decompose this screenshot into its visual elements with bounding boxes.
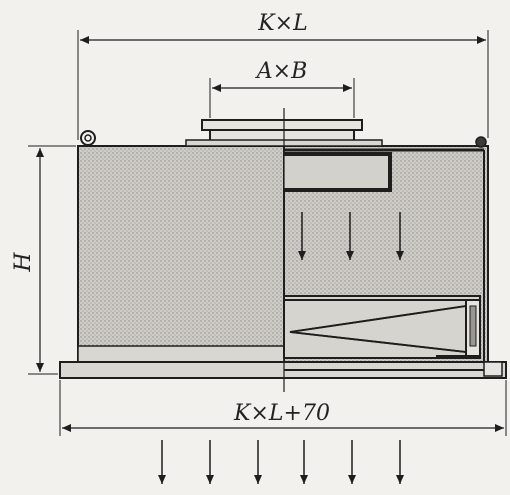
dimension-base-width: K×L+70 <box>59 380 507 436</box>
outlet-airflow-arrows <box>158 440 404 484</box>
filter-frame <box>283 295 481 359</box>
base-corner-fitting <box>483 361 503 377</box>
label-base-width: K×L+70 <box>233 401 330 426</box>
inner-plenum <box>284 152 392 192</box>
dimension-opening: A×B <box>209 59 355 118</box>
lifting-lug-left <box>80 130 96 146</box>
label-height: H <box>11 252 36 273</box>
label-top-width: K×L <box>257 11 307 36</box>
dimension-height: H <box>11 145 76 375</box>
inner-airflow-arrows <box>298 212 404 260</box>
lifting-lug-right <box>475 136 487 148</box>
dimension-top-width: K×L <box>77 11 489 140</box>
label-opening: A×B <box>255 59 308 84</box>
plenum-outline <box>284 152 392 192</box>
base-plate <box>59 361 507 379</box>
base-plate-body <box>59 361 507 379</box>
housing-left-body <box>77 145 285 363</box>
housing-lower-band <box>77 345 285 363</box>
filter-element <box>283 295 481 359</box>
collar-flange <box>201 119 363 131</box>
